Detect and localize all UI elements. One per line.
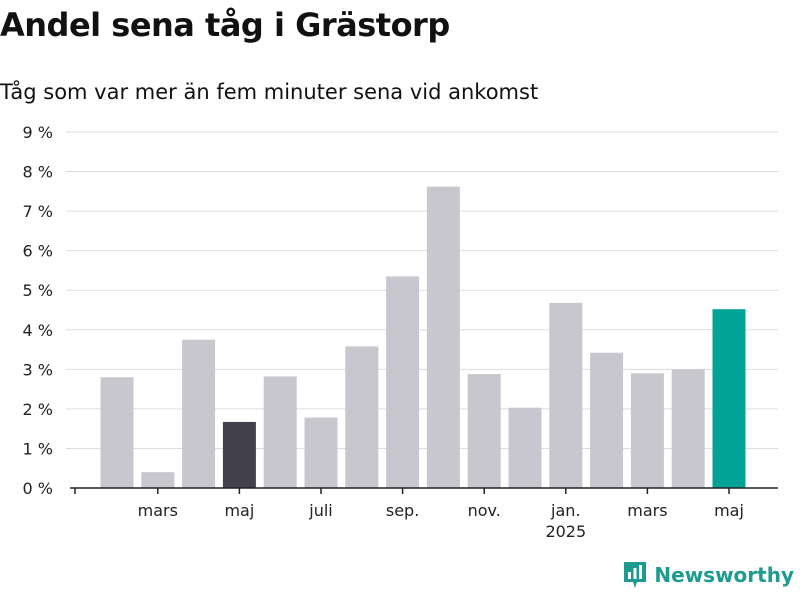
x-axis	[70, 487, 778, 494]
chart-title: Andel sena tåg i Grästorp	[0, 6, 450, 44]
gridlines	[66, 131, 778, 449]
x-tick-label: maj	[224, 501, 254, 520]
bar-2024-12	[508, 407, 542, 488]
bar-2024-09	[386, 276, 420, 488]
y-tick-label: 8 %	[23, 163, 53, 182]
x-tick-label: nov.	[468, 501, 501, 520]
x-tick-label: sep.	[386, 501, 419, 520]
y-tick-label: 6 %	[23, 242, 53, 261]
y-tick-label: 2 %	[23, 400, 53, 419]
bar-2025-04	[671, 369, 705, 488]
bar-2024-04	[182, 339, 216, 488]
y-tick-label: 7 %	[23, 202, 53, 221]
bar-2025-02	[590, 352, 624, 488]
bar-2024-11	[467, 374, 501, 488]
y-tick-label: 4 %	[23, 321, 53, 340]
bar-2024-03	[141, 472, 175, 488]
x-tick-label: mars	[138, 501, 178, 520]
bar-2024-05	[222, 421, 256, 488]
x-axis-labels: mars maj juli sep. nov. jan. 2025 mars maj	[138, 501, 744, 541]
bar-2025-01	[549, 302, 583, 488]
x-tick-year-label: 2025	[545, 522, 586, 541]
x-tick-label: jan.	[550, 501, 580, 520]
bar-2024-10	[426, 186, 460, 488]
newsworthy-logo: Newsworthy	[622, 560, 794, 590]
y-tick-label: 0 %	[23, 479, 53, 498]
newsworthy-icon	[624, 562, 647, 588]
bars	[100, 186, 746, 488]
x-tick-label: mars	[627, 501, 667, 520]
chart-subtitle: Tåg som var mer än fem minuter sena vid …	[0, 80, 539, 104]
bar-2025-05	[712, 309, 746, 488]
brand-name: Newsworthy	[654, 563, 794, 587]
bar-2024-06	[263, 376, 297, 488]
bar-2025-03	[630, 373, 664, 488]
y-tick-label: 1 %	[23, 439, 53, 458]
y-tick-label: 9 %	[23, 123, 53, 142]
bar-2024-02	[100, 377, 134, 488]
y-axis-labels: 0 % 1 % 2 % 3 % 4 % 5 % 6 % 7 % 8 % 9 %	[23, 123, 53, 498]
bar-2024-08	[345, 346, 379, 488]
x-tick-label: juli	[308, 501, 332, 520]
bar-2024-07	[304, 417, 338, 488]
y-tick-label: 3 %	[23, 360, 53, 379]
x-tick-label: maj	[714, 501, 744, 520]
y-tick-label: 5 %	[23, 281, 53, 300]
